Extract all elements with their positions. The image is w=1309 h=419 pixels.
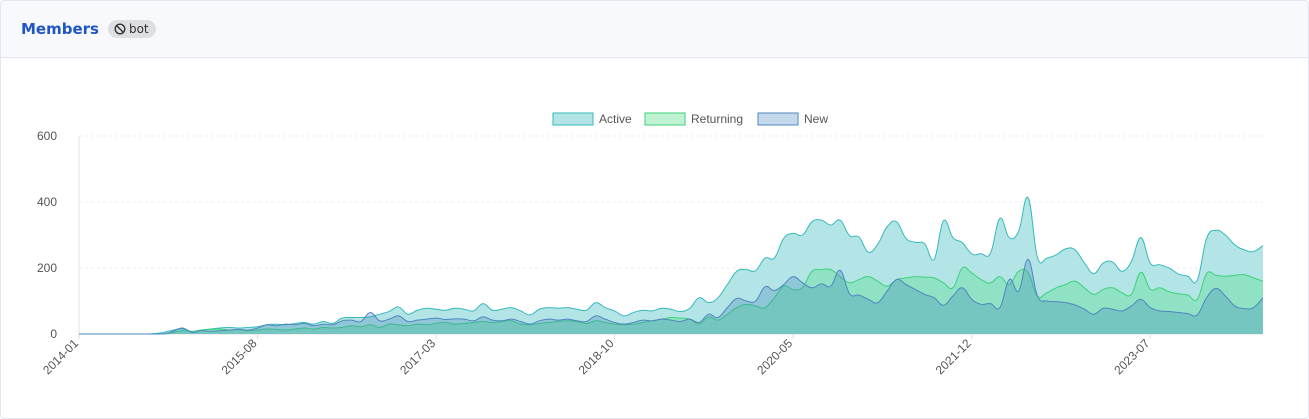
line-active	[79, 196, 1264, 335]
legend-label-active[interactable]: Active	[599, 112, 632, 126]
legend-label-new[interactable]: New	[804, 112, 828, 126]
area-active	[79, 197, 1263, 334]
legend-label-returning[interactable]: Returning	[691, 112, 743, 126]
area-returning	[79, 267, 1263, 334]
ban-icon	[114, 23, 126, 35]
line-new	[79, 258, 1264, 335]
members-area-chart: 0 200 400 600 2014-01 2015-08 2017-03 2018-10 20…	[37, 112, 1264, 377]
x-tick-label: 2015-08	[219, 336, 260, 377]
legend-swatch-new[interactable]	[757, 112, 799, 126]
x-tick-label: 2018-10	[576, 336, 617, 377]
y-tick-label: 0	[50, 327, 57, 341]
y-tick-label: 200	[37, 261, 57, 275]
badge-label: bot	[128, 22, 149, 36]
legend-swatch-active[interactable]	[552, 112, 594, 126]
legend-swatch-returning[interactable]	[644, 112, 686, 126]
card-header: Members bot	[1, 1, 1308, 58]
line-returning	[79, 266, 1264, 335]
x-tick-label: 2017-03	[397, 336, 438, 377]
x-tick-label: 2014-01	[40, 336, 81, 377]
x-tick-label: 2023-07	[1111, 336, 1152, 377]
y-tick-label: 600	[37, 129, 57, 143]
area-new	[79, 259, 1263, 334]
x-tick-label: 2021-12	[933, 336, 974, 377]
bot-filter-badge[interactable]: bot	[107, 20, 156, 38]
x-tick-label: 2020-05	[754, 336, 795, 377]
card-title: Members	[21, 20, 99, 38]
y-tick-label: 400	[37, 195, 57, 209]
